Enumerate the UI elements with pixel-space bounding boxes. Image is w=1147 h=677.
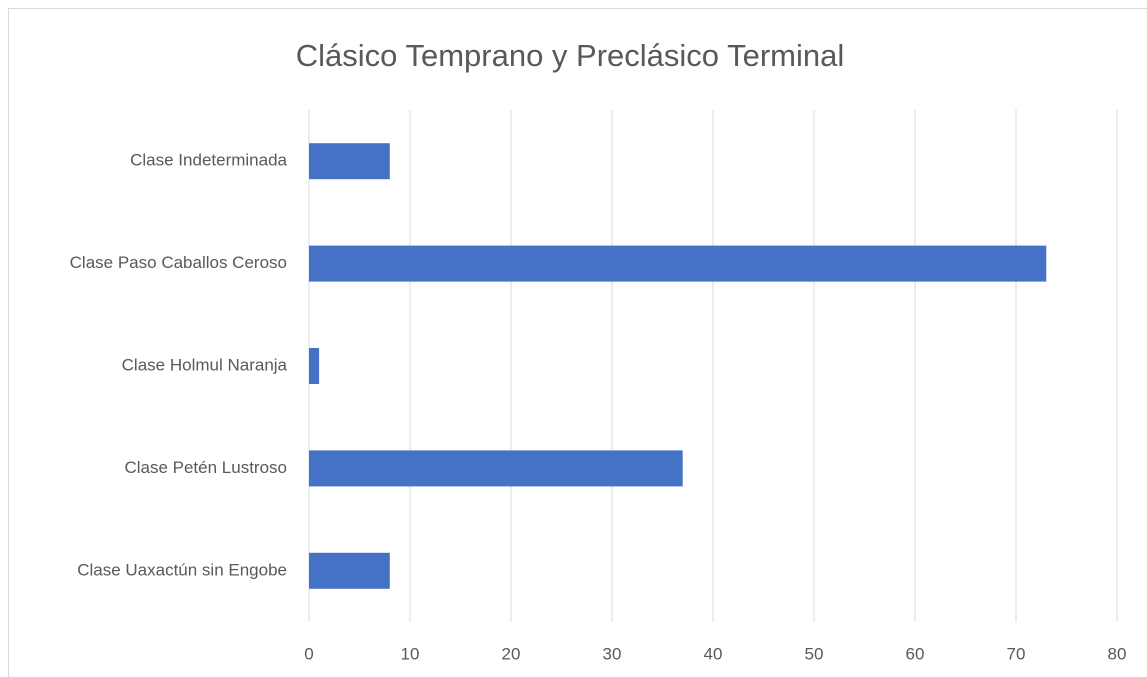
x-tick-label: 0 xyxy=(304,644,313,663)
y-tick-label: Clase Holmul Naranja xyxy=(122,355,288,374)
x-tick-label: 80 xyxy=(1108,644,1127,663)
y-tick-label: Clase Paso Caballos Ceroso xyxy=(70,253,287,272)
bar xyxy=(309,552,390,589)
chart-title: Clásico Temprano y Preclásico Terminal xyxy=(296,38,844,73)
bar xyxy=(309,245,1047,282)
bar xyxy=(309,143,390,180)
x-tick-label: 40 xyxy=(704,644,723,663)
x-tick-label: 60 xyxy=(906,644,925,663)
x-tick-label: 10 xyxy=(401,644,420,663)
x-tick-label: 50 xyxy=(805,644,824,663)
x-tick-label: 70 xyxy=(1007,644,1026,663)
x-tick-label: 30 xyxy=(603,644,622,663)
chart-frame xyxy=(8,8,1147,677)
bar xyxy=(309,348,320,384)
bar xyxy=(309,450,683,487)
y-tick-label: Clase Indeterminada xyxy=(130,151,287,170)
x-tick-label: 20 xyxy=(502,644,521,663)
y-tick-label: Clase Uaxactún sin Engobe xyxy=(77,560,287,579)
y-tick-label: Clase Petén Lustroso xyxy=(124,458,287,477)
